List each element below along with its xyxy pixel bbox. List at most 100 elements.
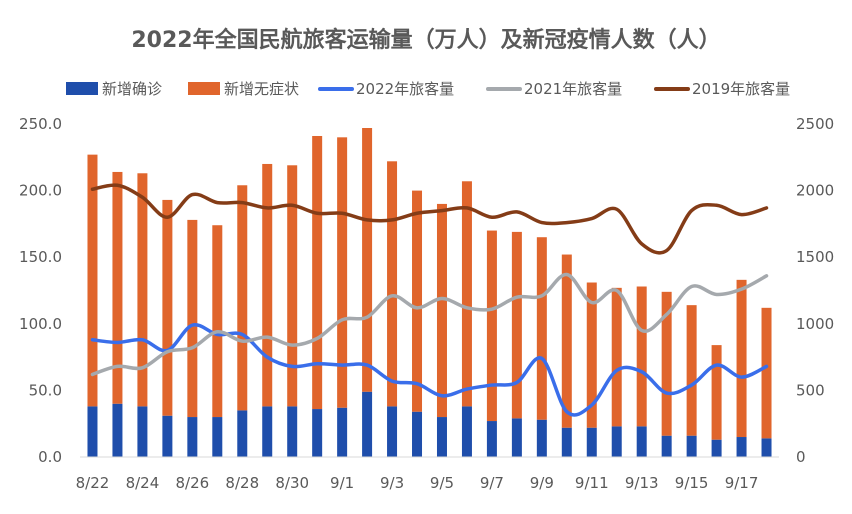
bar-new-asymptomatic xyxy=(761,307,772,439)
lines xyxy=(90,183,769,417)
bar-new-confirmed xyxy=(561,427,572,457)
bar-new-asymptomatic xyxy=(87,154,98,407)
bar-new-asymptomatic xyxy=(736,279,747,438)
bar-new-confirmed xyxy=(636,426,647,457)
x-tick-label: 8/26 xyxy=(175,474,209,492)
right-tick-label: 2500 xyxy=(796,115,834,133)
bar-new-confirmed xyxy=(187,417,198,457)
x-axis: 8/22 8/24 8/26 8/28 8/30 9/1 9/3 9/5 9/7 9/9 9/11 9… xyxy=(76,474,759,492)
bar-new-asymptomatic xyxy=(262,163,273,407)
bar-new-asymptomatic xyxy=(412,190,423,412)
x-tick-label: 8/22 xyxy=(76,474,110,492)
legend-swatch xyxy=(188,82,220,95)
bar-new-confirmed xyxy=(87,406,98,457)
right-tick-label: 1000 xyxy=(796,315,834,333)
bar-new-asymptomatic xyxy=(586,282,597,428)
bar-new-asymptomatic xyxy=(611,287,622,427)
bars xyxy=(87,128,772,457)
bar-new-confirmed xyxy=(611,426,622,457)
legend-label: 2022年旅客量 xyxy=(356,80,454,98)
x-tick-label: 9/5 xyxy=(430,474,454,492)
right-tick-label: 1500 xyxy=(796,248,834,266)
bar-new-confirmed xyxy=(212,417,223,457)
bar-new-asymptomatic xyxy=(312,135,323,410)
x-tick-label: 8/24 xyxy=(126,474,160,492)
bar-new-confirmed xyxy=(112,403,123,457)
x-tick-label: 9/15 xyxy=(675,474,709,492)
bar-new-asymptomatic xyxy=(511,231,522,419)
bar-new-confirmed xyxy=(736,437,747,457)
bar-new-confirmed xyxy=(686,435,697,457)
bar-new-asymptomatic xyxy=(187,219,198,418)
legend-label: 新增无症状 xyxy=(224,80,299,98)
line-2019-passengers xyxy=(90,183,769,255)
bar-new-confirmed xyxy=(237,410,248,457)
bar-new-confirmed xyxy=(312,409,323,457)
right-tick-label: 2000 xyxy=(796,182,834,200)
bar-new-asymptomatic xyxy=(237,185,248,411)
bar-new-asymptomatic xyxy=(387,161,398,407)
bar-new-asymptomatic xyxy=(137,173,148,407)
x-tick-label: 9/1 xyxy=(330,474,354,492)
bar-new-confirmed xyxy=(387,406,398,457)
x-tick-label: 8/28 xyxy=(225,474,259,492)
bar-new-asymptomatic xyxy=(287,165,298,407)
bar-new-asymptomatic xyxy=(636,286,647,427)
bar-new-confirmed xyxy=(262,406,273,457)
x-tick-label: 9/11 xyxy=(575,474,609,492)
bar-new-asymptomatic xyxy=(461,181,472,407)
bar-new-confirmed xyxy=(362,391,373,457)
x-tick-label: 9/9 xyxy=(530,474,554,492)
line-2022-passengers xyxy=(90,322,769,417)
bar-new-asymptomatic xyxy=(436,203,447,418)
bar-new-asymptomatic xyxy=(162,199,173,416)
x-tick-label: 9/7 xyxy=(480,474,504,492)
x-tick-label: 9/3 xyxy=(380,474,404,492)
bar-new-asymptomatic xyxy=(661,291,672,436)
legend: 新增确诊 新增无症状 2022年旅客量 2021年旅客量 2019年旅客量 xyxy=(66,80,790,98)
bar-new-confirmed xyxy=(162,415,173,457)
bar-new-confirmed xyxy=(137,406,148,457)
legend-label: 新增确诊 xyxy=(102,80,162,98)
legend-swatch xyxy=(66,82,98,95)
x-tick-label: 8/30 xyxy=(275,474,309,492)
bar-new-asymptomatic xyxy=(362,128,373,392)
bar-new-confirmed xyxy=(536,419,547,457)
left-axis: 0.0 50.0 100.0 150.0 200.0 250.0 xyxy=(19,115,62,466)
right-axis: 0 500 1000 1500 2000 2500 xyxy=(796,115,834,466)
left-tick-label: 250.0 xyxy=(19,115,62,133)
bar-new-confirmed xyxy=(586,427,597,457)
chart-title: 2022年全国民航旅客运输量（万人）及新冠疫情人数（人） xyxy=(131,27,720,53)
bar-new-confirmed xyxy=(436,417,447,457)
right-tick-label: 500 xyxy=(796,381,825,399)
bar-new-confirmed xyxy=(661,435,672,457)
x-tick-label: 9/17 xyxy=(725,474,759,492)
left-tick-label: 50.0 xyxy=(29,381,62,399)
bar-new-confirmed xyxy=(511,418,522,457)
left-tick-label: 0.0 xyxy=(38,448,62,466)
bar-new-asymptomatic xyxy=(337,137,348,408)
bar-new-confirmed xyxy=(337,407,348,457)
left-tick-label: 150.0 xyxy=(19,248,62,266)
bar-new-asymptomatic xyxy=(711,345,722,440)
bar-new-asymptomatic xyxy=(112,171,123,404)
bar-new-confirmed xyxy=(287,406,298,457)
bar-new-asymptomatic xyxy=(212,225,223,418)
bar-new-confirmed xyxy=(486,421,497,457)
legend-label: 2019年旅客量 xyxy=(692,80,790,98)
bar-new-asymptomatic xyxy=(561,254,572,428)
bar-new-asymptomatic xyxy=(536,237,547,420)
left-tick-label: 200.0 xyxy=(19,182,62,200)
bar-new-confirmed xyxy=(761,438,772,457)
right-tick-label: 0 xyxy=(796,448,806,466)
legend-label: 2021年旅客量 xyxy=(524,80,622,98)
bar-new-confirmed xyxy=(461,406,472,457)
bar-new-asymptomatic xyxy=(686,305,697,436)
bar-new-confirmed xyxy=(711,439,722,457)
left-tick-label: 100.0 xyxy=(19,315,62,333)
bar-new-confirmed xyxy=(412,411,423,457)
line-2021-passengers xyxy=(90,272,769,377)
bar-new-asymptomatic xyxy=(486,230,497,422)
x-tick-label: 9/13 xyxy=(625,474,659,492)
